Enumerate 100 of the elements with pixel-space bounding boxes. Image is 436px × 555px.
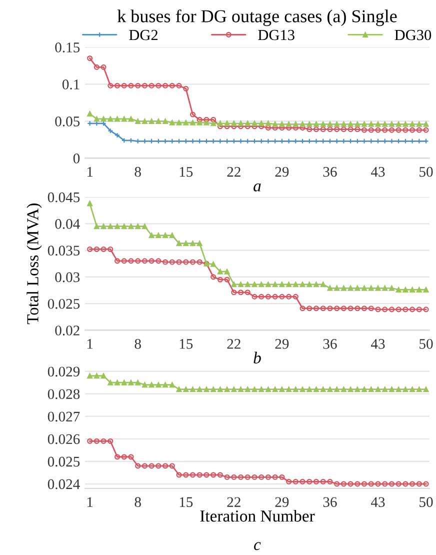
point [217,120,223,126]
point [348,126,354,132]
point [402,121,408,127]
point [210,120,216,126]
point [217,472,223,478]
point [410,286,416,293]
point [375,121,381,127]
point [258,282,264,288]
point [354,481,360,487]
point [320,386,326,392]
point [156,118,162,124]
point [340,121,346,127]
point [272,294,278,300]
point [388,127,394,133]
point [128,258,134,264]
point [87,56,93,62]
point [313,478,320,484]
point [135,224,141,230]
point [320,282,326,288]
point [362,386,368,392]
point [354,121,360,127]
point [410,306,416,312]
x-tick-label: 22 [227,497,240,507]
point [196,386,202,392]
y-tick-label: 0 [73,154,80,164]
point [190,259,196,265]
y-axis-title: Total Loss (MVA) [26,204,42,324]
point [388,306,394,312]
point [375,127,381,133]
point [306,282,312,288]
point [210,116,216,122]
point [265,120,271,126]
point [183,86,189,92]
point [169,82,175,88]
point [348,481,354,487]
point [162,382,168,388]
point [128,82,134,88]
point [423,121,429,127]
point [362,306,368,312]
point [396,386,402,392]
point [169,232,175,238]
point [94,438,100,444]
point [292,386,298,392]
x-tick-label: 29 [275,339,289,349]
point [286,282,292,288]
point [416,286,422,293]
point [382,285,388,291]
x-tick-label: 43 [370,339,385,349]
x-tick-label: 50 [420,338,433,349]
y-tick-label: 0.026 [48,434,80,444]
point [190,386,196,392]
point [300,478,306,484]
point [300,306,306,312]
point [156,258,162,264]
point [231,290,237,296]
point [252,282,258,288]
point [362,127,368,133]
x-tick-label: 29 [275,497,289,507]
point [87,246,93,252]
point [320,121,326,127]
point [286,478,292,484]
point [252,474,258,480]
point [300,386,306,392]
point [382,306,388,312]
point [87,373,93,379]
point [320,126,326,132]
y-tick-label: 0.028 [48,389,80,400]
point [231,120,237,126]
point [410,386,416,392]
x-tick-label: 15 [180,339,193,349]
point [87,438,93,444]
point [196,472,202,478]
point [176,259,182,265]
point [190,120,196,126]
point [306,121,312,127]
point [416,481,422,487]
point [279,121,285,127]
point [313,386,320,392]
point [258,474,264,480]
point [368,121,374,127]
point [142,82,148,88]
point [252,294,258,300]
point [244,282,250,288]
point [402,306,408,312]
point [128,224,134,230]
point [238,290,244,296]
x-tick-label: 50 [420,497,433,507]
point [272,282,278,288]
point [320,478,326,484]
point [368,127,374,133]
point [265,386,271,392]
point [148,82,154,88]
point [368,386,374,392]
point [265,282,271,288]
point [196,240,202,246]
point [156,463,162,469]
point [108,116,114,122]
point [162,232,168,238]
x-axis-title: a [254,183,261,192]
point [169,259,175,265]
